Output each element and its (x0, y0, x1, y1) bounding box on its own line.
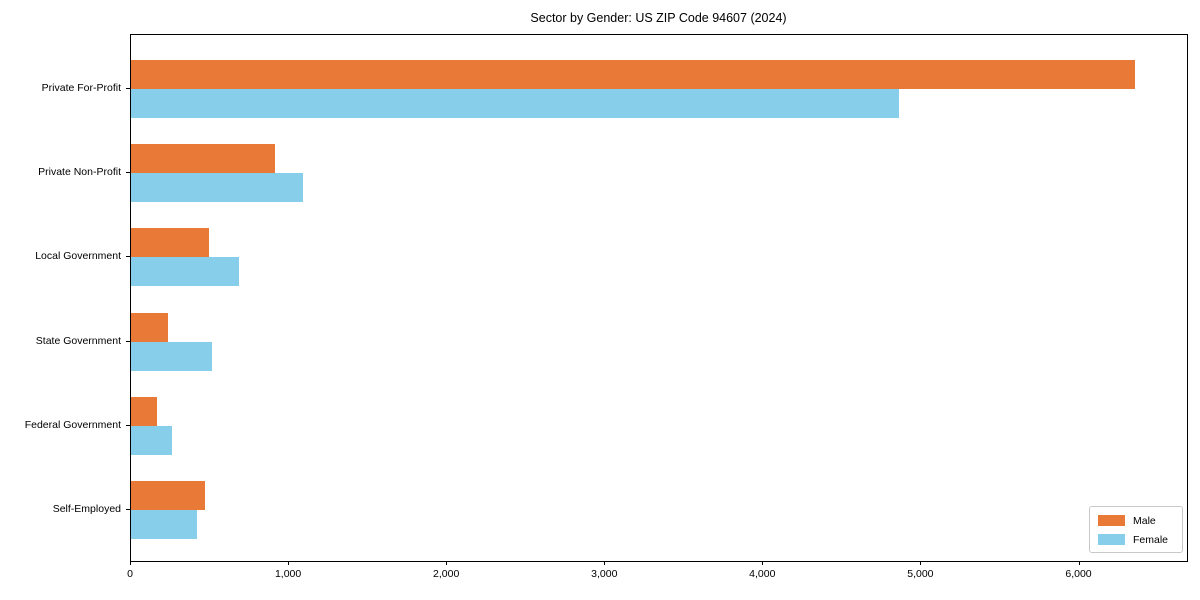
x-axis-label: 1,000 (274, 568, 302, 580)
bar-male-2 (131, 228, 209, 258)
bar-male-3 (131, 312, 169, 342)
x-axis-tick (604, 561, 606, 565)
x-axis-tick (288, 561, 290, 565)
x-axis-tick (446, 561, 448, 565)
x-axis-label: 3,000 (591, 568, 618, 580)
bar-female-1 (131, 173, 304, 203)
male-swatch (1098, 515, 1125, 526)
y-axis-tick (126, 256, 130, 258)
chart-title: Sector by Gender: US ZIP Code 94607 (202… (530, 11, 787, 25)
x-axis-tick (762, 561, 764, 565)
bar-female-5 (131, 510, 197, 539)
x-axis-tick (1078, 561, 1080, 565)
y-axis-label-2: Local Government (35, 250, 121, 263)
bar-female-2 (131, 257, 239, 287)
legend-item-female: Female (1098, 532, 1174, 547)
bar-female-0 (131, 89, 900, 118)
legend-label-female: Female (1133, 533, 1169, 546)
y-axis-tick (126, 509, 130, 510)
legend-item-male: Male (1098, 513, 1174, 528)
legend-label-male: Male (1133, 514, 1156, 527)
y-axis-tick (126, 340, 130, 342)
x-axis-tick (130, 561, 131, 565)
bar-male-5 (131, 481, 205, 510)
bar-female-3 (131, 341, 212, 371)
x-axis-label: 6,000 (1065, 568, 1092, 580)
y-axis-label-0: Private For-Profit (41, 82, 121, 94)
bar-male-4 (131, 396, 158, 426)
y-axis-tick (126, 424, 130, 426)
bar-female-4 (131, 425, 173, 455)
bar-male-1 (131, 144, 275, 174)
y-axis-tick (126, 88, 130, 89)
y-axis-label-3: State Government (35, 334, 121, 347)
y-axis-label-1: Private Non-Profit (38, 166, 121, 179)
bar-male-0 (131, 60, 1135, 89)
female-swatch (1098, 534, 1125, 545)
y-axis-label-4: Federal Government (24, 418, 121, 431)
legend: Male Female (1089, 506, 1183, 553)
y-axis-tick (126, 172, 130, 174)
x-axis-label: 0 (127, 568, 133, 580)
x-axis-label: 4,000 (749, 568, 776, 580)
plot-area (130, 34, 1188, 562)
x-axis-label: 2,000 (433, 568, 460, 580)
x-axis-label: 5,000 (907, 568, 934, 580)
y-axis-label-5: Self-Employed (52, 503, 121, 515)
x-axis-tick (920, 561, 922, 565)
